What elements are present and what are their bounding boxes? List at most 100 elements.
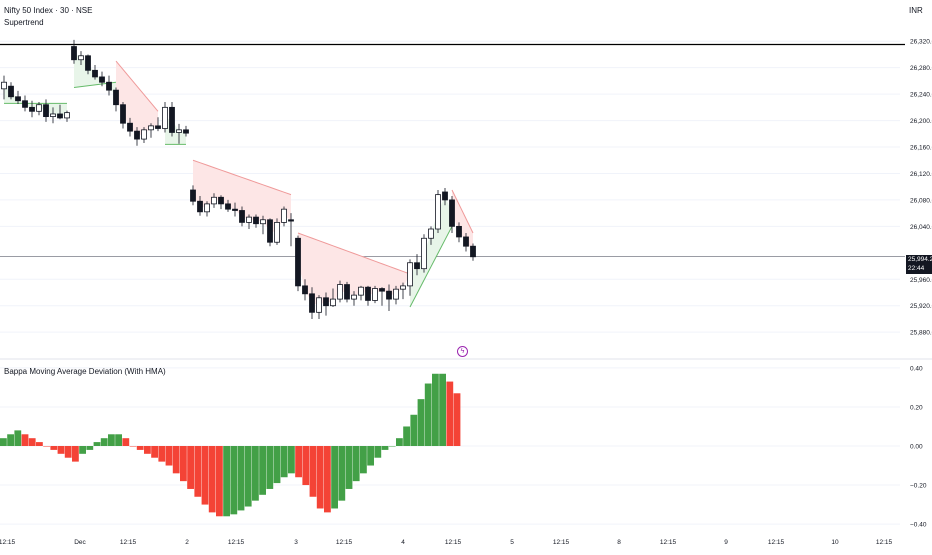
supertrend-fill — [410, 195, 452, 308]
deviation-bar — [129, 446, 137, 447]
deviation-bar — [28, 438, 36, 446]
candle-body — [246, 216, 252, 223]
deviation-bar — [187, 446, 194, 489]
deviation-bar — [144, 446, 151, 454]
price-tick-label: 25,880.00 — [910, 330, 932, 337]
deviation-bar — [453, 393, 461, 446]
candle-body — [71, 46, 77, 61]
x-tick-label: Dec — [74, 539, 86, 546]
candle-body — [106, 81, 112, 91]
deviation-bar — [100, 438, 108, 446]
price-tick-label: 26,240.00 — [910, 92, 932, 99]
candle-body — [29, 106, 35, 112]
candle-body — [120, 104, 126, 124]
price-badge: 25,994.25 22:44 — [906, 255, 932, 274]
candle-body — [260, 219, 266, 225]
price-tick-label: 26,320.00 — [910, 39, 932, 46]
deviation-bar — [374, 446, 382, 458]
deviation-bar — [165, 446, 173, 466]
price-tick-label: 25,920.00 — [910, 303, 932, 310]
x-tick-label: 12:15 — [228, 539, 245, 546]
deviation-bar — [158, 446, 166, 462]
candle-body — [435, 194, 441, 230]
candle-body — [204, 203, 210, 213]
candle-body — [393, 288, 399, 300]
candle-body — [190, 189, 196, 202]
supertrend-line — [192, 159, 292, 196]
candle-body — [232, 208, 238, 211]
deviation-bar — [115, 434, 122, 446]
deviation-bar — [194, 446, 202, 497]
x-tick-label: 2 — [185, 539, 189, 546]
candle-body — [162, 106, 168, 129]
dev-tick-label: −0.20 — [910, 483, 927, 490]
supertrend-fill — [298, 232, 410, 306]
candle-body — [141, 129, 147, 140]
price-tick-label: 26,040.00 — [910, 224, 932, 231]
deviation-bar — [86, 446, 94, 450]
candle-body — [43, 104, 49, 118]
deviation-bar — [36, 442, 43, 446]
candle-body — [92, 69, 98, 78]
indicator-label[interactable]: Supertrend — [4, 18, 44, 27]
deviation-bar — [324, 446, 331, 513]
candle-body — [155, 125, 161, 129]
supertrend-lines — [4, 60, 474, 308]
deviation-bar — [446, 381, 454, 446]
candle-body — [330, 298, 336, 307]
candle-body — [302, 285, 308, 295]
x-tick-label: 12:15 — [336, 539, 353, 546]
candle-body — [15, 96, 21, 102]
supertrend-fill — [452, 190, 473, 252]
deviation-bar — [259, 446, 266, 495]
deviation-bar — [388, 446, 396, 447]
candle-body — [323, 297, 329, 307]
supertrend-line — [115, 60, 159, 112]
deviation-bar — [93, 442, 101, 446]
candles — [1, 39, 476, 319]
supertrend-fill — [4, 85, 67, 116]
candle-body — [274, 221, 280, 243]
deviation-bar — [0, 438, 7, 446]
deviation-bar — [331, 446, 338, 509]
deviation-bar — [439, 373, 446, 446]
lightning-icon[interactable]: ϟ — [457, 346, 468, 357]
candle-body — [267, 219, 273, 243]
x-tick-label: 10 — [831, 539, 839, 546]
deviation-bars — [0, 373, 461, 517]
candle-body — [211, 196, 217, 205]
deviation-bar — [424, 383, 432, 446]
deviation-bar — [252, 446, 259, 501]
x-tick-label: 12:15 — [768, 539, 785, 546]
price-tick-label: 25,960.00 — [910, 277, 932, 284]
lower-panel-title[interactable]: Bappa Moving Average Deviation (With HMA… — [4, 367, 166, 376]
price-tick-label: 26,160.00 — [910, 145, 932, 152]
deviation-bar — [280, 446, 288, 478]
candle-body — [239, 210, 245, 223]
supertrend-line — [451, 189, 474, 234]
candle-body — [351, 294, 357, 300]
candle-body — [57, 113, 63, 119]
candle-body — [365, 286, 371, 301]
dev-tick-label: 0.40 — [910, 365, 923, 372]
deviation-bar — [108, 434, 115, 446]
supertrend-fills — [4, 53, 473, 308]
deviation-bar — [352, 446, 360, 482]
deviation-bar — [216, 446, 223, 517]
deviation-bar — [43, 446, 50, 447]
candle-body — [337, 284, 343, 300]
candle-body — [8, 85, 14, 98]
deviation-bar — [417, 399, 425, 446]
price-tick-label: 26,280.00 — [910, 65, 932, 72]
deviation-bar — [410, 414, 418, 446]
candle-body — [344, 284, 350, 300]
candle-body — [407, 262, 413, 287]
candle-body — [22, 100, 28, 108]
x-tick-label: 12:15 — [660, 539, 677, 546]
candle-body — [183, 129, 189, 134]
deviation-bar — [345, 446, 353, 489]
candle-body — [85, 55, 91, 71]
candle-body — [36, 104, 42, 112]
candle-body — [386, 290, 392, 300]
